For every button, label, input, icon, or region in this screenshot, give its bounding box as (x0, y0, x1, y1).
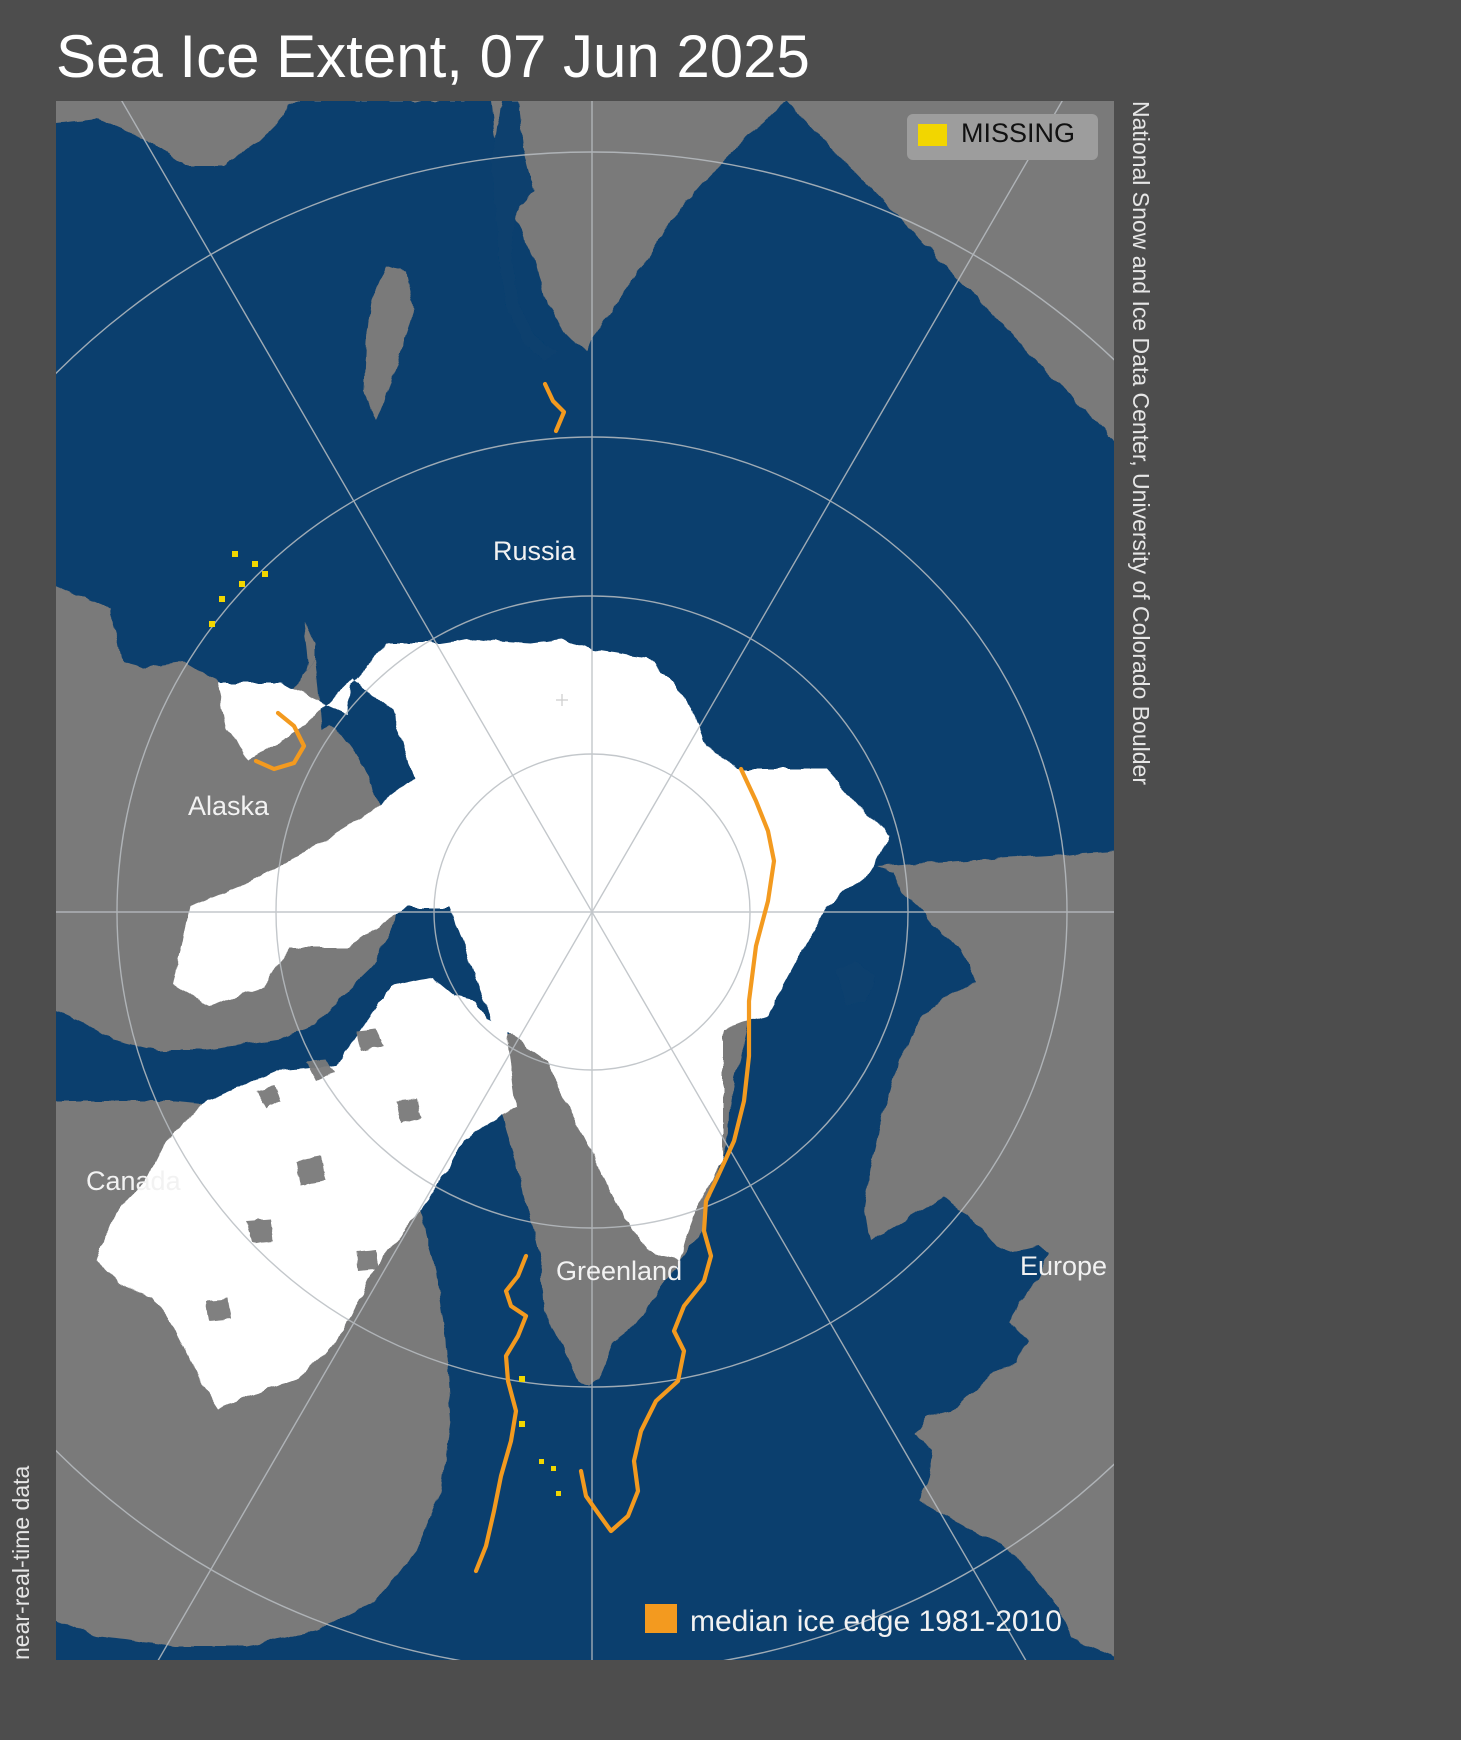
svg-text:MISSING: MISSING (961, 118, 1075, 148)
svg-text:median ice edge 1981-2010: median ice edge 1981-2010 (690, 1605, 1062, 1638)
